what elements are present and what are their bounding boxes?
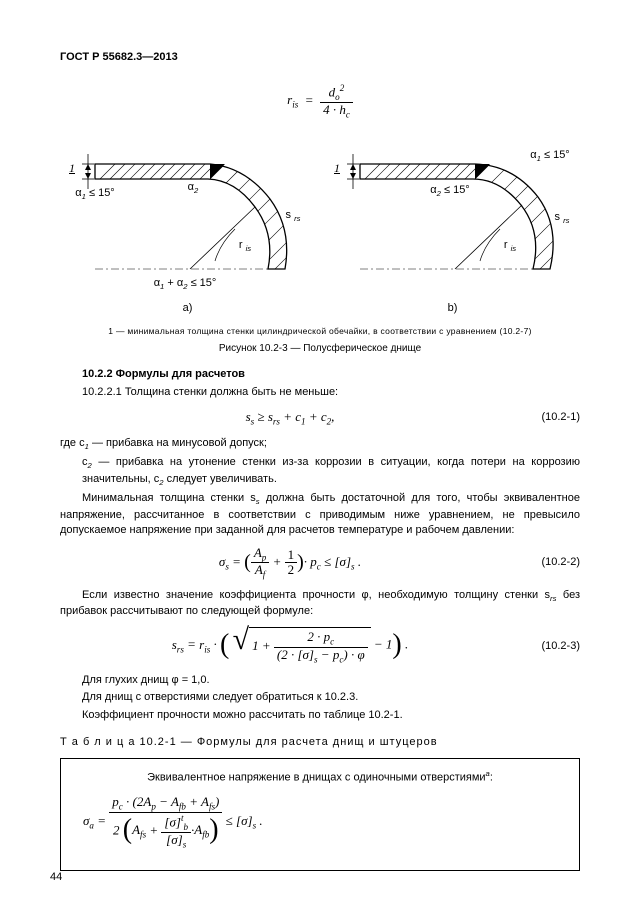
section-title: 10.2.2 Формулы для расчетов [60, 367, 580, 382]
p-1023: Для днищ с отверстиями следует обратитьс… [60, 690, 580, 705]
table-title: Т а б л и ц а 10.2-1 — Формулы для расче… [60, 735, 580, 750]
p-phi: Если известно значение коэффициента проч… [60, 588, 580, 619]
eq-1: ss ≥ srs + c1 + c2, (10.2-1) [60, 408, 580, 428]
p-phi1: Для глухих днищ φ = 1,0. [60, 673, 580, 688]
p-10221: 10.2.2.1 Толщина стенки должна быть не м… [60, 385, 580, 400]
figure-b: 1 α1 ≤ 15° α2 ≤ 15° s rs r is [325, 129, 575, 299]
table-box: Эквивалентное напряжение в днищах с один… [60, 758, 580, 871]
figure-a: 1 α1 ≤ 15° α2 s rs r is α1 + α2 ≤ 15° [60, 129, 310, 299]
table-header: Эквивалентное напряжение в днищах с один… [73, 769, 567, 786]
figure-a-label: a) [60, 301, 315, 316]
p-c1: где c1 — прибавка на минусовой допуск; [60, 436, 580, 453]
figure-note: 1 — минимальная толщина стенки цилиндрич… [60, 326, 580, 337]
eq-ris: ris = do24 · hc [60, 83, 580, 120]
page-number: 44 [50, 870, 62, 885]
figure-row: 1 α1 ≤ 15° α2 s rs r is α1 + α2 ≤ 15° a) [60, 129, 580, 316]
eq-2: σs = (ApAf + 12)· pc ≤ [σ]s . (10.2-2) [60, 546, 580, 580]
eq-3: srs = ris · ( √1 + 2 · pc(2 · [σ]s − pc)… [60, 627, 580, 664]
p-c2: c2 — прибавка на утонение стенки из-за к… [60, 455, 580, 488]
p-tableref: Коэффициент прочности можно рассчитать п… [60, 708, 580, 723]
figure-caption: Рисунок 10.2-3 — Полусферическое днище [60, 342, 580, 356]
p-minwall: Минимальная толщина стенки ss должна быт… [60, 491, 580, 537]
figure-b-label: b) [325, 301, 580, 316]
doc-header: ГОСТ Р 55682.3—2013 [60, 50, 580, 65]
